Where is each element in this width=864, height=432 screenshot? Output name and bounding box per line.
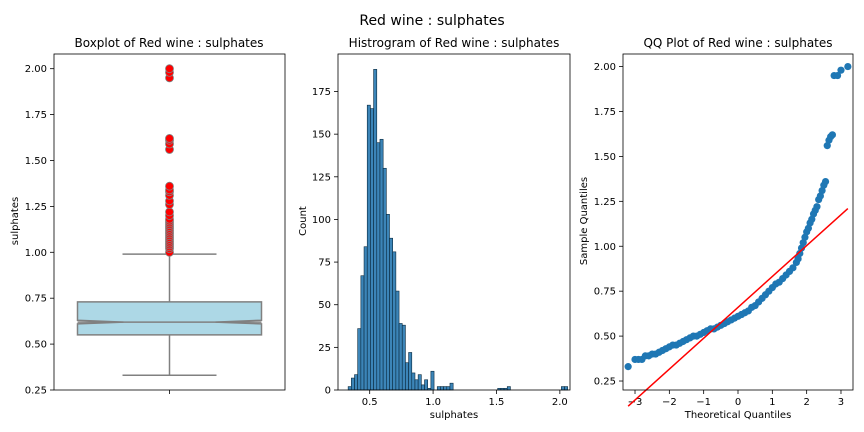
histogram-bar: [363, 246, 368, 391]
qqplot-point: [821, 177, 830, 186]
boxplot-box: [76, 301, 263, 336]
histogram-bar: [564, 386, 569, 391]
histogram-bar: [411, 372, 416, 391]
qqplot-xtick-label: −2: [662, 397, 677, 408]
histogram-bar: [382, 167, 387, 391]
histogram-ytick-label: 175: [312, 87, 331, 98]
qqplot-xtick-label: −1: [696, 397, 711, 408]
histogram-bar: [424, 379, 428, 391]
boxplot-outlier: [165, 134, 174, 143]
qqplot-panel: QQ Plot of Red wine : sulphates Theoreti…: [579, 36, 854, 421]
histogram-bar: [347, 386, 352, 391]
boxplot-ytick-label: 1.50: [25, 156, 47, 167]
qqplot-ylabel: Sample Quantiles: [579, 177, 590, 265]
boxplot-ytick-label: 0.25: [25, 386, 47, 397]
boxplot-ytick-label: 1.25: [25, 202, 47, 213]
qqplot-ytick-label: 1.00: [594, 242, 616, 253]
qqplot-xtick-label: 0: [735, 397, 741, 408]
boxplot-frame: [53, 53, 286, 391]
qqplot-ytick-label: 0.50: [594, 332, 616, 343]
boxplot-outlier: [165, 64, 174, 74]
histogram-bar: [440, 386, 444, 391]
histogram-title: Histrogram of Red wine : sulphates: [349, 36, 560, 50]
qqplot-point: [833, 71, 842, 80]
qqplot-frame: [622, 53, 854, 391]
histogram-ylabel: Count: [298, 206, 309, 236]
qqplot-point: [789, 264, 797, 272]
histogram-bar: [354, 374, 358, 391]
qqplot-xtick-label: 2: [803, 397, 809, 408]
histogram-bar: [417, 374, 422, 391]
qqplot-ytick-label: 1.75: [594, 107, 616, 118]
histogram-bar: [401, 324, 406, 391]
figure-title: Red wine : sulphates: [359, 13, 504, 29]
histogram-xtick-label: 1.5: [489, 397, 505, 408]
boxplot-ytick-label: 1.75: [25, 110, 47, 121]
histogram-ytick-label: 150: [312, 130, 331, 141]
histogram-bar: [506, 386, 511, 391]
qqplot-ytick-label: 1.25: [594, 197, 616, 208]
histogram-bar: [379, 138, 384, 391]
histogram-bar: [443, 386, 448, 391]
histogram-ytick-label: 100: [312, 215, 331, 226]
qqplot-point: [813, 203, 821, 211]
boxplot-outlier: [165, 207, 174, 217]
histogram-ytick-label: 75: [318, 258, 331, 269]
qqplot-reference-line: [627, 207, 849, 407]
histogram-bar: [386, 214, 390, 391]
qqplot-ytick-label: 2.00: [594, 62, 616, 73]
boxplot-ytick-label: 1.00: [25, 248, 47, 259]
histogram-bar: [561, 386, 565, 391]
histogram-ytick-label: 125: [312, 172, 331, 183]
histogram-panel: Histrogram of Red wine : sulphates sulph…: [298, 36, 571, 421]
boxplot-ylabel: sulphates: [10, 197, 21, 245]
qqplot-ytick-label: 0.75: [594, 287, 616, 298]
histogram-ytick-label: 25: [318, 343, 331, 354]
histogram-bar: [421, 384, 425, 391]
histogram-xlabel: sulphates: [430, 410, 478, 421]
boxplot-ytick-label: 0.50: [25, 340, 47, 351]
qqplot-point: [844, 62, 852, 71]
histogram-bar: [392, 251, 397, 391]
histogram-ytick-label: 0: [325, 386, 331, 397]
histogram-bar: [430, 370, 435, 391]
histogram-bar: [360, 275, 365, 391]
histogram-xtick-label: 2.0: [552, 397, 568, 408]
qqplot-ytick-label: 1.50: [594, 152, 616, 163]
histogram-bar: [373, 69, 378, 391]
histogram-bar: [370, 108, 374, 391]
histogram-bar: [351, 377, 355, 391]
histogram-bar: [436, 386, 441, 391]
boxplot-panel: Boxplot of Red wine : sulphates sulphate…: [10, 36, 286, 397]
histogram-ytick-label: 50: [318, 300, 331, 311]
boxplot-ytick-label: 2.00: [25, 64, 47, 75]
histogram-xtick-label: 1.0: [425, 397, 441, 408]
qqplot-title: QQ Plot of Red wine : sulphates: [643, 36, 832, 50]
qqplot-point: [624, 363, 632, 371]
histogram-bar: [408, 352, 413, 391]
qqplot-xtick-label: 1: [769, 397, 775, 408]
histogram-bar: [449, 382, 454, 391]
qqplot-point: [837, 66, 845, 74]
qqplot-xtick-label: −3: [628, 397, 643, 408]
qqplot-point: [828, 131, 837, 139]
histogram-bar: [414, 379, 419, 391]
boxplot-title: Boxplot of Red wine : sulphates: [74, 36, 263, 50]
histogram-bar: [446, 386, 451, 391]
qqplot-ytick-label: 0.25: [594, 377, 616, 388]
histogram-bar: [398, 323, 403, 391]
histogram-bar: [366, 104, 371, 391]
histogram-xtick-label: 0.5: [362, 397, 378, 408]
histogram-bar: [389, 237, 393, 391]
histogram-bar: [395, 290, 400, 391]
histogram-frame: [337, 53, 571, 391]
boxplot-ytick-label: 0.75: [25, 294, 47, 305]
histogram-bar: [405, 362, 409, 391]
qqplot-xlabel: Theoretical Quantiles: [684, 410, 792, 421]
histogram-bar: [357, 328, 362, 391]
qqplot-xtick-label: 3: [838, 397, 844, 408]
histogram-bar: [376, 142, 381, 391]
boxplot-outlier: [165, 181, 174, 191]
